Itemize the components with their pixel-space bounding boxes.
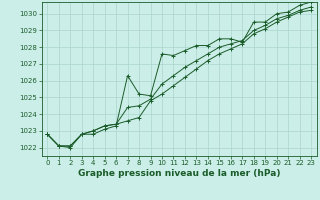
X-axis label: Graphe pression niveau de la mer (hPa): Graphe pression niveau de la mer (hPa): [78, 169, 280, 178]
